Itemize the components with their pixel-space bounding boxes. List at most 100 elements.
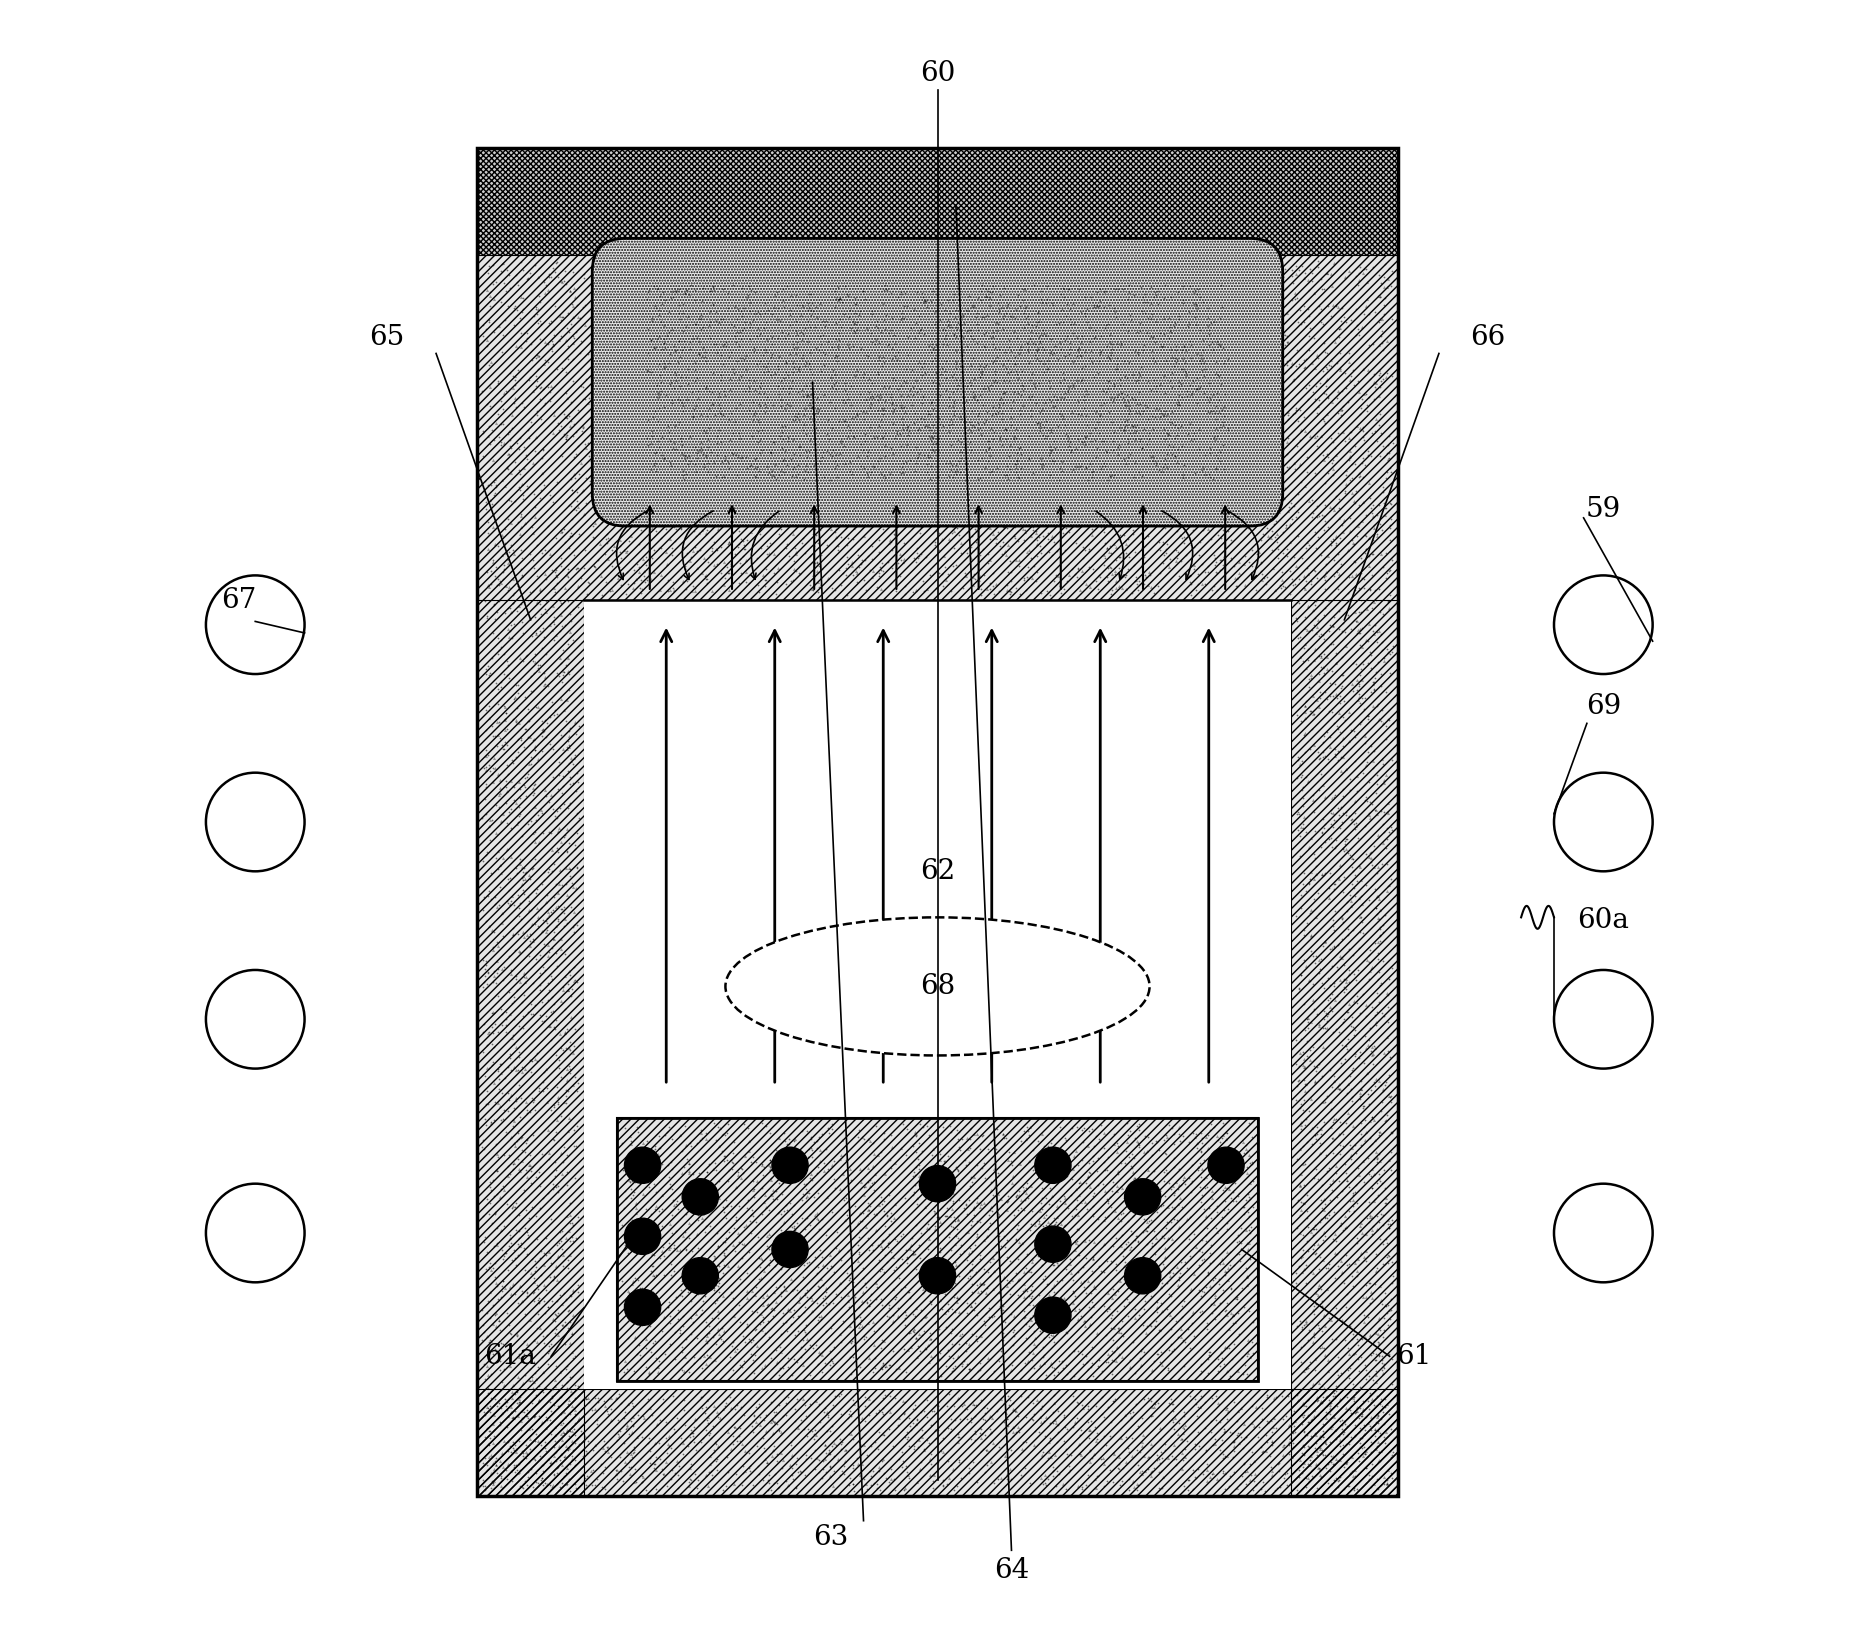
Point — [1166, 1323, 1196, 1350]
Point — [501, 671, 531, 697]
Point — [786, 1458, 816, 1485]
Point — [536, 783, 566, 809]
Point — [932, 1394, 962, 1420]
Point — [619, 1468, 649, 1494]
Point — [1078, 329, 1108, 355]
Point — [737, 319, 767, 345]
Point — [818, 1473, 848, 1499]
Point — [1153, 1259, 1183, 1286]
Point — [709, 1148, 739, 1174]
Point — [1282, 1146, 1312, 1172]
Point — [1344, 460, 1374, 487]
Point — [622, 390, 652, 416]
Point — [1168, 1304, 1198, 1330]
Point — [1312, 551, 1342, 577]
Point — [838, 1388, 868, 1414]
Point — [698, 577, 728, 603]
Point — [797, 1167, 827, 1194]
Point — [1324, 1427, 1354, 1453]
Point — [943, 1207, 973, 1233]
Point — [975, 483, 1005, 510]
Point — [546, 520, 576, 546]
Point — [726, 1309, 756, 1335]
Point — [660, 319, 690, 345]
Point — [664, 1305, 694, 1332]
Point — [962, 1271, 992, 1297]
Point — [1016, 258, 1046, 284]
Point — [540, 1174, 570, 1200]
Point — [474, 694, 504, 720]
Point — [818, 1350, 848, 1376]
Point — [853, 469, 883, 495]
Point — [1039, 432, 1069, 459]
Point — [1275, 490, 1305, 516]
Point — [1298, 500, 1328, 526]
Point — [838, 1343, 868, 1369]
Point — [752, 326, 782, 352]
Point — [956, 352, 986, 378]
Point — [638, 1305, 667, 1332]
Point — [542, 355, 572, 381]
Point — [1309, 506, 1339, 533]
Point — [486, 1440, 516, 1466]
Point — [495, 533, 525, 559]
Point — [1127, 1245, 1157, 1271]
Point — [891, 1475, 921, 1501]
Point — [658, 1187, 688, 1213]
Point — [1192, 363, 1222, 390]
Point — [1099, 436, 1129, 462]
Point — [718, 500, 748, 526]
Point — [516, 409, 546, 436]
Point — [788, 1351, 818, 1378]
Point — [1372, 1212, 1402, 1238]
Point — [1305, 1455, 1335, 1481]
Point — [1042, 562, 1072, 589]
Point — [1024, 299, 1054, 326]
Point — [720, 408, 750, 434]
Point — [720, 1238, 750, 1264]
Point — [908, 403, 938, 429]
Point — [1132, 1215, 1162, 1241]
Point — [1282, 1067, 1312, 1093]
Point — [1114, 526, 1144, 552]
Point — [486, 411, 516, 437]
Point — [491, 774, 521, 801]
Point — [832, 1287, 862, 1314]
Point — [994, 368, 1024, 395]
Point — [1134, 478, 1164, 505]
Point — [1342, 316, 1372, 342]
Point — [548, 1149, 578, 1175]
Point — [1367, 518, 1397, 544]
Point — [741, 342, 771, 368]
Point — [1363, 452, 1393, 478]
Point — [532, 1447, 562, 1473]
Point — [990, 390, 1020, 416]
Point — [551, 1355, 581, 1381]
Point — [668, 299, 698, 326]
Point — [519, 1269, 549, 1295]
Point — [619, 1182, 649, 1208]
Point — [913, 444, 943, 470]
Point — [979, 1156, 1009, 1182]
Point — [1339, 490, 1369, 516]
Point — [1320, 1373, 1350, 1399]
Point — [1286, 1161, 1316, 1187]
Point — [849, 406, 879, 432]
Point — [518, 273, 547, 299]
Point — [1290, 1442, 1320, 1468]
Point — [737, 1202, 767, 1228]
Point — [495, 460, 525, 487]
Point — [583, 416, 613, 442]
Point — [930, 1353, 960, 1379]
Point — [1076, 1258, 1106, 1284]
Point — [1052, 1221, 1082, 1248]
Point — [1013, 337, 1043, 363]
Point — [1292, 1437, 1322, 1463]
Point — [861, 1161, 891, 1187]
Point — [1372, 791, 1402, 817]
Point — [1312, 686, 1342, 712]
Point — [999, 521, 1029, 547]
Point — [671, 541, 701, 567]
Point — [638, 1279, 667, 1305]
Point — [1089, 427, 1119, 454]
